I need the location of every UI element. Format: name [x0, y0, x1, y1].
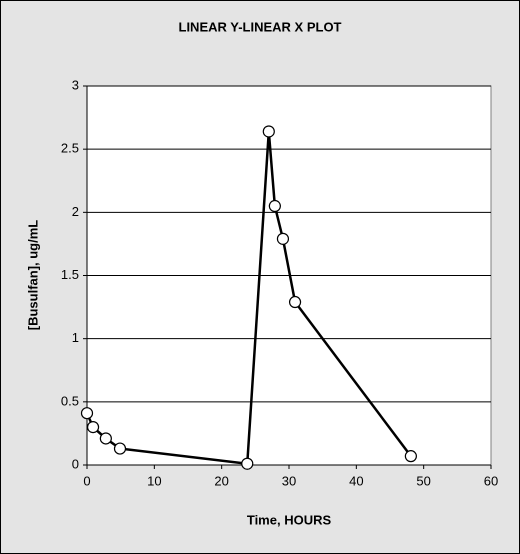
x-tick-label: 30	[282, 473, 296, 488]
x-tick-label: 60	[484, 473, 498, 488]
data-point	[262, 125, 275, 138]
data-point	[86, 421, 100, 434]
x-tick-label: 40	[349, 473, 363, 488]
y-tick-label: 2	[72, 204, 79, 219]
y-tick-label: 0.5	[61, 393, 79, 408]
data-point	[404, 450, 417, 463]
data-point	[268, 199, 281, 213]
data-point	[80, 407, 94, 420]
data-point	[241, 457, 254, 470]
y-tick-label: 2.5	[61, 141, 79, 156]
y-tick-label: 3	[72, 77, 79, 92]
data-point	[276, 232, 290, 245]
series-line	[85, 131, 412, 466]
y-tick-label: 0	[72, 456, 79, 471]
data-point	[99, 432, 112, 445]
x-tick-label: 0	[83, 473, 90, 488]
data-point	[113, 442, 127, 455]
x-tick-label: 10	[147, 473, 161, 488]
data-point	[288, 295, 302, 309]
x-tick-label: 20	[214, 473, 228, 488]
x-tick-label: 50	[416, 473, 430, 488]
x-axis-label: Time, HOURS	[247, 512, 332, 527]
chart-title: LINEAR Y-LINEAR X PLOT	[179, 19, 342, 34]
y-tick-label: 1	[72, 330, 79, 345]
y-tick-label: 1.5	[61, 267, 79, 282]
y-axis-label: [Busulfan], ug/mL	[25, 220, 40, 331]
